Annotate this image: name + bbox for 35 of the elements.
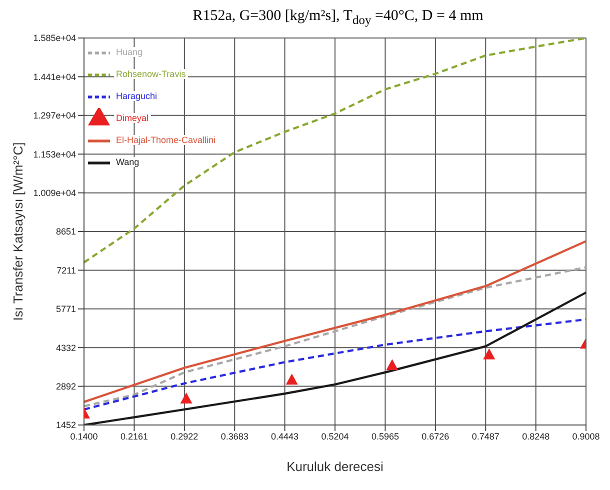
y-tick-label: 7211 (56, 265, 76, 276)
x-tick-label: 0.7487 (472, 431, 500, 442)
x-tick-label: 0.9008 (572, 431, 600, 442)
x-tick-label: 0.4443 (271, 431, 299, 442)
legend-label: El-Hajal-Thome-Cavallini (114, 135, 218, 146)
x-tick-label: 0.2922 (170, 431, 198, 442)
x-tick-label: 0.5204 (321, 431, 349, 442)
chart-title: R152a, G=300 [kg/m²s], T$_{doy}$ =40°C, D = 4 mm (192, 8, 484, 29)
x-tick-label: 0.1400 (70, 431, 98, 442)
legend-label: Rohsenow-Travis (114, 69, 188, 80)
y-tick-label: 1.009e+04 (33, 188, 76, 198)
x-tick-label: 0.3683 (220, 431, 248, 442)
legend-label: Haraguchi (114, 91, 160, 102)
y-tick-label: 1.153e+04 (33, 149, 76, 160)
line-series (84, 240, 586, 404)
y-tick-label: 2892 (56, 381, 76, 392)
legend-label: Dimeyal (114, 113, 151, 124)
x-tick-label: 0.8248 (522, 431, 550, 442)
y-tick-label: 1.585e+04 (33, 33, 76, 44)
y-tick-label: 4332 (56, 342, 76, 353)
y-tick-label: 1452 (56, 420, 76, 430)
y-axis-title: Isı Transfer Katsayısı [W/m²°C] (10, 142, 26, 321)
x-axis-title: Kuruluk derecesi (286, 459, 384, 474)
x-tick-label: 0.5965 (371, 431, 399, 442)
point (386, 359, 398, 370)
x-tick-label: 0.6726 (422, 431, 450, 442)
y-tick-label: 1.441e+04 (33, 72, 76, 82)
y-tick-label: 5771 (56, 304, 76, 314)
y-tick-label: 1.297e+04 (33, 110, 76, 121)
legend-label: Huang (114, 47, 145, 58)
legend-label: Wang (114, 157, 142, 168)
x-tick-label: 0.2161 (120, 431, 148, 442)
point (286, 374, 298, 385)
y-tick-label: 8651 (56, 226, 76, 237)
line-series (84, 266, 586, 408)
